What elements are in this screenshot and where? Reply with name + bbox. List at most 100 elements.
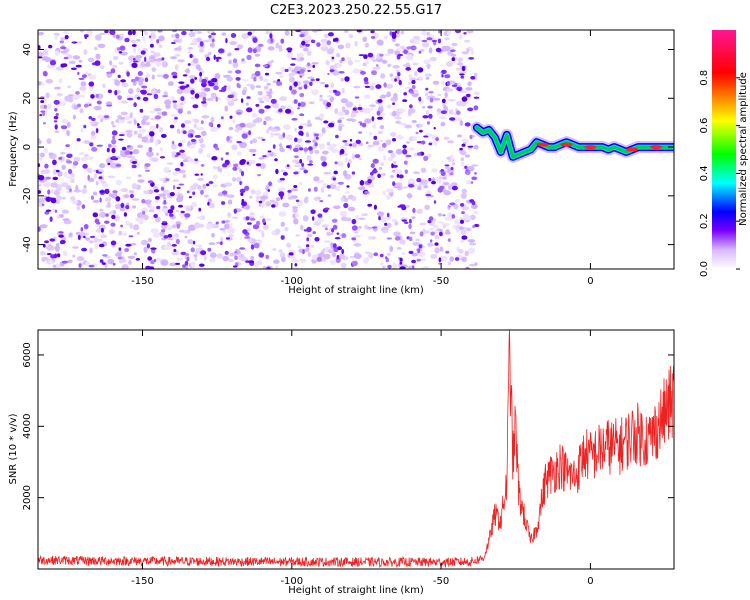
noise-blob <box>44 240 49 244</box>
noise-blob <box>250 244 255 250</box>
noise-blob <box>54 245 60 251</box>
noise-blob <box>457 134 462 138</box>
noise-blob <box>443 190 451 196</box>
noise-blob <box>293 81 298 87</box>
noise-blob <box>175 209 180 213</box>
noise-blob <box>226 76 233 82</box>
noise-blob <box>289 254 295 261</box>
noise-blob <box>442 225 446 229</box>
noise-blob <box>187 239 194 245</box>
noise-blob <box>92 199 100 203</box>
noise-blob <box>204 87 211 92</box>
noise-blob <box>257 174 261 177</box>
noise-blob <box>241 198 245 204</box>
noise-blob <box>201 101 207 104</box>
noise-blob <box>381 59 388 64</box>
noise-blob <box>45 176 51 180</box>
noise-blob <box>55 195 63 201</box>
noise-blob <box>284 68 289 73</box>
noise-blob <box>333 205 341 209</box>
noise-blob <box>210 252 217 259</box>
noise-blob <box>50 182 58 188</box>
noise-blob <box>129 222 133 229</box>
noise-blob <box>408 147 415 151</box>
noise-blob <box>81 74 87 78</box>
noise-blob <box>450 166 454 171</box>
noise-blob <box>299 68 305 74</box>
noise-blob <box>382 142 387 148</box>
noise-blob <box>258 200 263 204</box>
noise-blob <box>294 164 301 168</box>
noise-blob <box>440 121 446 127</box>
noise-blob <box>312 231 316 235</box>
noise-blob <box>216 58 219 62</box>
noise-blob <box>141 119 146 126</box>
noise-blob <box>101 183 109 188</box>
noise-blob <box>208 121 213 127</box>
noise-blob <box>156 39 160 44</box>
noise-blob <box>394 43 400 47</box>
noise-blob <box>54 190 60 196</box>
noise-blob <box>242 79 249 82</box>
noise-blob <box>190 138 196 143</box>
noise-blob <box>189 53 193 59</box>
noise-blob <box>386 104 392 109</box>
noise-blob <box>115 252 122 257</box>
noise-blob <box>412 47 417 50</box>
noise-blob <box>41 203 45 206</box>
noise-blob <box>332 38 336 42</box>
noise-blob <box>248 148 257 153</box>
noise-blob <box>416 258 421 262</box>
noise-blob <box>171 224 177 229</box>
noise-blob <box>433 224 439 229</box>
noise-blob <box>324 227 328 231</box>
noise-blob <box>232 119 236 124</box>
noise-blob <box>430 231 435 236</box>
noise-blob <box>145 169 150 172</box>
noise-blob <box>246 54 252 61</box>
noise-blob <box>426 31 431 36</box>
noise-blob <box>206 153 211 158</box>
noise-blob <box>314 142 318 147</box>
noise-blob <box>468 247 475 254</box>
noise-blob <box>62 63 68 68</box>
y-tick-label: -20 <box>22 188 33 204</box>
noise-blob <box>406 193 413 198</box>
noise-blob <box>332 177 336 181</box>
noise-blob <box>117 95 122 100</box>
noise-blob <box>176 38 183 44</box>
noise-blob <box>239 188 246 193</box>
noise-blob <box>88 240 94 244</box>
noise-blob <box>81 247 88 252</box>
noise-blob <box>75 64 82 68</box>
noise-blob <box>93 237 98 244</box>
noise-blob <box>349 143 353 147</box>
noise-blob <box>118 61 124 65</box>
noise-blob <box>307 251 311 257</box>
noise-blob <box>262 265 267 269</box>
noise-blob <box>464 250 469 256</box>
noise-blob <box>323 253 331 260</box>
noise-blob <box>466 93 471 98</box>
noise-blob <box>245 248 249 252</box>
noise-blob <box>104 197 112 202</box>
noise-blob <box>319 94 323 98</box>
noise-blob <box>364 85 371 89</box>
noise-blob <box>380 94 387 99</box>
noise-blob <box>86 167 93 174</box>
noise-blob <box>228 59 232 65</box>
noise-blob <box>144 56 147 63</box>
noise-blob <box>299 92 305 98</box>
noise-blob <box>451 185 458 191</box>
noise-blob <box>42 71 48 77</box>
noise-blob <box>447 140 454 144</box>
noise-blob <box>260 203 265 208</box>
noise-blob <box>460 203 465 207</box>
noise-blob <box>109 60 113 66</box>
noise-blob <box>94 60 101 66</box>
noise-blob <box>372 141 380 146</box>
colorbar-tick-label: 0.6 <box>699 118 710 134</box>
noise-blob <box>95 169 99 174</box>
noise-blob <box>183 229 188 234</box>
noise-blob <box>136 123 140 127</box>
